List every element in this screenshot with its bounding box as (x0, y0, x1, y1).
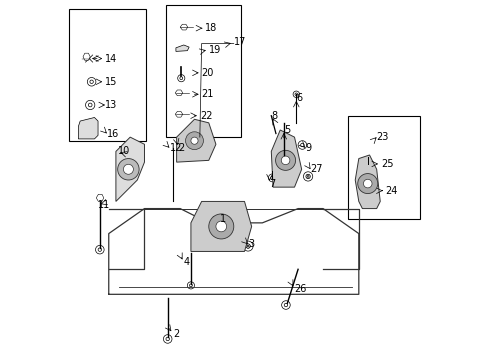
Circle shape (270, 176, 273, 179)
Circle shape (268, 174, 276, 182)
Circle shape (245, 244, 249, 248)
Circle shape (87, 77, 96, 86)
Polygon shape (78, 117, 98, 139)
Circle shape (85, 100, 95, 110)
Text: 26: 26 (294, 284, 306, 294)
Polygon shape (271, 130, 301, 187)
Circle shape (294, 93, 297, 95)
Text: 4: 4 (183, 257, 189, 267)
Circle shape (281, 156, 289, 165)
Circle shape (284, 303, 287, 307)
Circle shape (292, 91, 299, 98)
Polygon shape (180, 24, 187, 30)
Circle shape (357, 174, 377, 194)
Circle shape (180, 77, 183, 80)
Polygon shape (176, 119, 216, 162)
Text: 20: 20 (201, 68, 214, 78)
Text: 2: 2 (173, 329, 179, 339)
Text: 7: 7 (269, 179, 275, 189)
Circle shape (366, 164, 368, 167)
Polygon shape (175, 90, 183, 96)
Circle shape (281, 301, 290, 309)
Circle shape (123, 164, 133, 174)
Bar (347, 116, 419, 219)
Circle shape (363, 179, 371, 188)
Polygon shape (354, 155, 380, 208)
Circle shape (306, 176, 308, 177)
Text: 22: 22 (200, 111, 212, 121)
Circle shape (88, 103, 92, 107)
Text: 24: 24 (385, 186, 397, 196)
Circle shape (245, 244, 250, 248)
Circle shape (187, 282, 194, 289)
Text: 6: 6 (296, 93, 302, 103)
Circle shape (216, 221, 226, 232)
Text: 23: 23 (376, 132, 388, 142)
Text: 9: 9 (305, 143, 311, 153)
Bar (69, 9, 146, 141)
Polygon shape (175, 111, 183, 117)
Bar (165, 5, 241, 137)
Polygon shape (96, 194, 103, 202)
Text: 14: 14 (105, 54, 117, 64)
Circle shape (247, 245, 248, 247)
Text: 10: 10 (118, 147, 130, 157)
Circle shape (298, 141, 306, 149)
Circle shape (185, 132, 203, 150)
Circle shape (90, 80, 93, 84)
Text: 15: 15 (105, 77, 117, 87)
Circle shape (305, 175, 309, 178)
Polygon shape (116, 137, 144, 202)
Text: 17: 17 (233, 37, 245, 48)
Circle shape (165, 337, 169, 341)
Circle shape (118, 158, 139, 180)
Circle shape (98, 248, 102, 251)
Circle shape (95, 246, 104, 254)
Text: 12: 12 (169, 143, 182, 153)
Circle shape (364, 162, 370, 169)
Circle shape (177, 75, 184, 82)
Text: 1: 1 (219, 214, 225, 224)
Text: 16: 16 (107, 129, 119, 139)
Text: 27: 27 (310, 164, 323, 174)
Text: 21: 21 (201, 89, 214, 99)
Circle shape (300, 143, 304, 147)
Circle shape (275, 150, 295, 170)
Circle shape (280, 153, 287, 160)
Text: 3: 3 (247, 239, 254, 249)
Text: 8: 8 (271, 111, 277, 121)
Polygon shape (190, 202, 251, 251)
Text: 18: 18 (205, 23, 217, 33)
Circle shape (208, 214, 233, 239)
Text: 11: 11 (98, 200, 110, 210)
Circle shape (189, 284, 192, 287)
Polygon shape (176, 45, 189, 51)
Circle shape (282, 156, 285, 158)
Circle shape (190, 137, 198, 144)
Circle shape (163, 335, 172, 343)
Circle shape (303, 172, 312, 181)
Circle shape (243, 241, 253, 251)
Text: 19: 19 (208, 45, 221, 55)
Polygon shape (83, 53, 90, 60)
Text: 13: 13 (105, 100, 117, 110)
Text: 5: 5 (283, 125, 289, 135)
Text: 2: 2 (178, 143, 184, 153)
Circle shape (305, 174, 309, 179)
Text: 25: 25 (380, 159, 393, 169)
